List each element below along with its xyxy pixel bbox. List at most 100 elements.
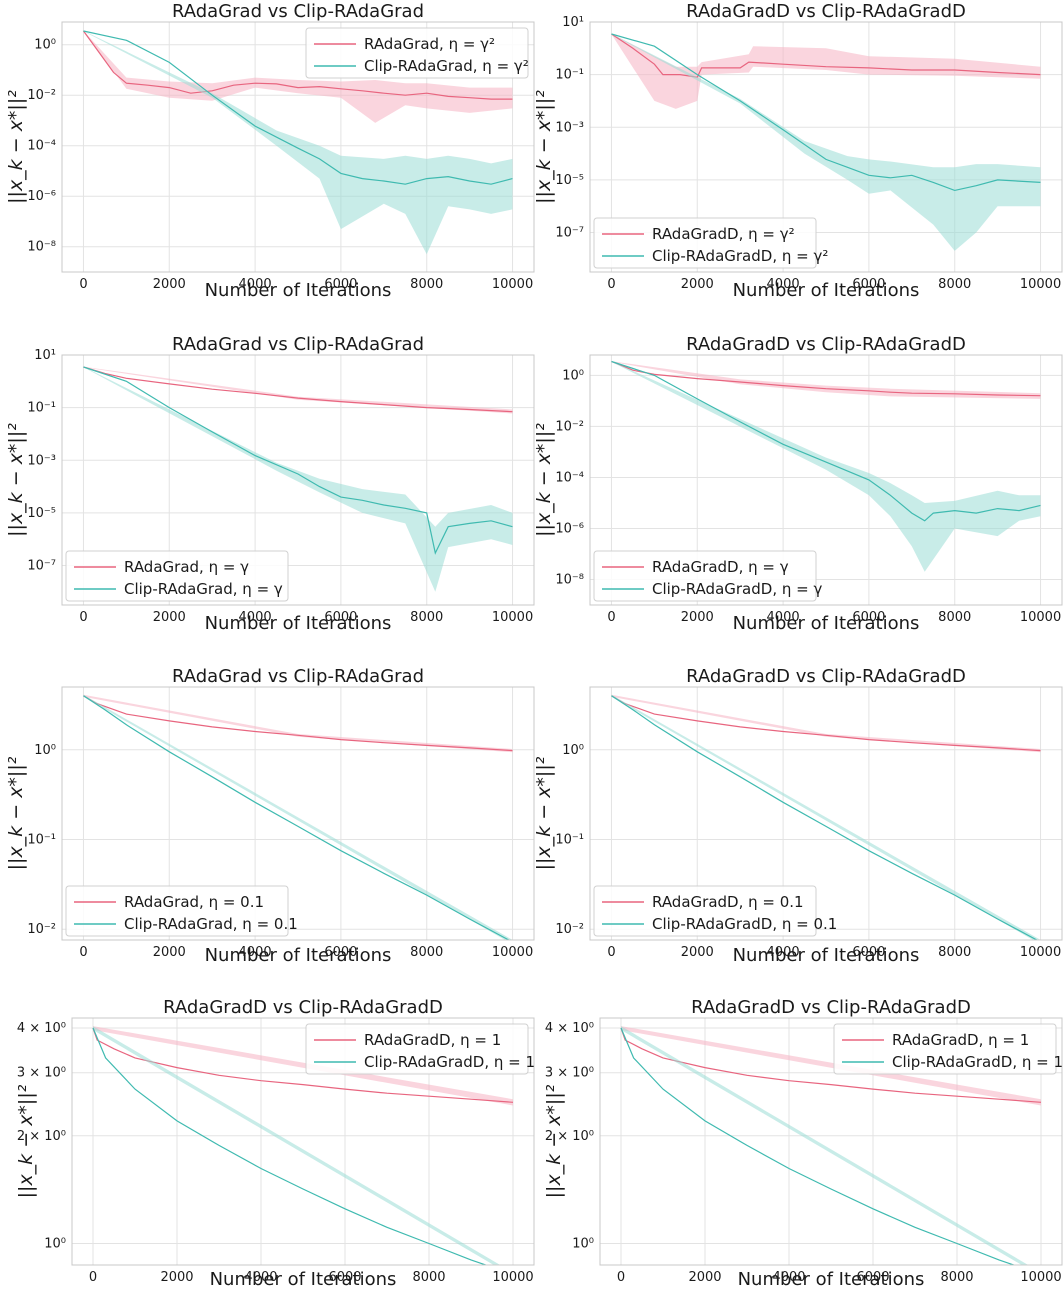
x-tick-label: 6000 [852,945,885,960]
x-tick-label: 6000 [324,277,357,292]
x-tick-label: 8000 [410,945,443,960]
x-axis-label: Number of Iterations [205,613,392,634]
x-tick-label: 4000 [767,610,800,625]
x-tick-label: 8000 [938,945,971,960]
y-tick-label: 10⁻² [27,88,56,103]
band-clip [83,694,513,940]
y-tick-label: 10⁰ [572,1237,594,1252]
x-tick-label: 8000 [940,1270,973,1285]
y-tick-label: 10⁻⁴ [27,139,56,154]
chart-title: RAdaGrad vs Clip-RAdaGrad [172,666,424,687]
legend-label-clip: Clip-RAdaGrad, η = 0.1 [124,915,298,933]
y-axis-label: ||x_k − x*||² [15,1084,37,1198]
x-tick-label: 10000 [1020,610,1061,625]
series-line-radagrad [83,695,513,752]
y-tick-label: 10⁻⁸ [27,240,56,255]
legend-label-radagrad: RAdaGrad, η = 0.1 [124,893,264,911]
plot-frame [589,354,1063,606]
x-tick-label: 8000 [938,610,971,625]
chart-title: RAdaGrad vs Clip-RAdaGrad [172,1,424,22]
y-tick-label: 2 × 10⁰ [17,1129,66,1144]
plot-frame [71,1017,535,1266]
legend-label-clip: Clip-RAdaGrad, η = γ [124,580,283,598]
x-tick-label: 0 [79,610,87,625]
x-axis-label: Number of Iterations [733,613,920,634]
y-tick-label: 10⁻³ [27,453,56,468]
x-tick-label: 2000 [160,1270,193,1285]
x-axis-label: Number of Iterations [733,280,920,301]
y-tick-label: 4 × 10⁰ [545,1021,594,1036]
band-radagrad [611,694,1041,753]
legend: RAdaGradD, η = 1 Clip-RAdaGradD, η = 1 [833,1023,1063,1075]
band-radagrad [621,1026,1041,1106]
x-tick-label: 6000 [324,610,357,625]
x-tick-label: 6000 [328,1270,361,1285]
y-axis-label: ||x_k − x*||² [533,423,555,537]
x-tick-label: 2000 [153,277,186,292]
y-axis-label: ||x_k − x*||² [5,90,27,204]
chart-title: RAdaGradD vs Clip-RAdaGradD [691,997,971,1018]
legend-label-radagrad: RAdaGradD, η = γ² [652,225,795,243]
x-tick-label: 0 [79,277,87,292]
series-line-radagrad [611,360,1041,397]
y-tick-label: 10⁻¹ [27,401,56,416]
series-line-clip [92,1027,488,1265]
legend: RAdaGradD, η = γ² Clip-RAdaGradD, η = γ² [593,217,828,269]
series-line-radagrad [83,30,513,100]
series-line-clip [611,695,1039,940]
y-tick-label: 10¹ [34,348,56,363]
band-radagrad [83,366,513,414]
x-tick-label: 10000 [1020,277,1061,292]
series-line-radagrad [620,1027,1042,1103]
legend-label-radagrad: RAdaGradD, η = 0.1 [652,893,804,911]
y-tick-label: 10⁰ [562,368,584,383]
chart-title: RAdaGradD vs Clip-RAdaGradD [163,997,443,1018]
x-tick-label: 10000 [492,610,533,625]
x-tick-label: 0 [79,945,87,960]
band-radagrad [611,33,1041,109]
series-line-clip [83,366,513,555]
band-clip [83,366,513,592]
y-axis-label: ||x_k − x*||² [543,1084,565,1198]
series-line-clip [611,33,1041,192]
band-clip [611,33,1041,251]
x-tick-label: 10000 [1020,1270,1061,1285]
plot-frame [599,1017,1063,1266]
legend-label-radagrad: RAdaGradD, η = 1 [364,1031,501,1049]
x-tick-label: 4000 [239,277,272,292]
x-tick-label: 2000 [153,945,186,960]
legend: RAdaGradD, η = 0.1 Clip-RAdaGradD, η = 0.… [593,885,837,937]
x-tick-label: 6000 [852,610,885,625]
legend: RAdaGradD, η = 1 Clip-RAdaGradD, η = 1 [305,1023,535,1075]
y-tick-label: 10⁻⁵ [27,506,56,521]
y-tick-label: 10⁻⁶ [555,521,584,536]
y-tick-label: 10⁻² [27,922,56,937]
band-clip [611,361,1041,572]
y-tick-label: 10⁻⁷ [555,226,584,241]
series-line-radagrad [83,366,513,413]
chart-title: RAdaGradD vs Clip-RAdaGradD [686,666,966,687]
legend-label-clip: Clip-RAdaGradD, η = γ [652,580,822,598]
series-line-radagrad [92,1027,514,1103]
y-tick-label: 10¹ [562,15,584,30]
legend-label-clip: Clip-RAdaGrad, η = γ² [364,57,529,75]
legend: RAdaGrad, η = γ² Clip-RAdaGrad, η = γ² [305,27,529,79]
x-tick-label: 2000 [681,277,714,292]
y-tick-label: 10⁻⁵ [555,173,584,188]
legend-label-radagrad: RAdaGrad, η = γ² [364,35,495,53]
legend-label-clip: Clip-RAdaGradD, η = 1 [892,1053,1063,1071]
chart-title: RAdaGradD vs Clip-RAdaGradD [686,1,966,22]
y-axis-label: ||x_k − x*||² [533,756,555,870]
band-radagrad [83,30,513,123]
y-axis-label: ||x_k − x*||² [5,423,27,537]
band-radagrad [83,694,513,753]
y-tick-label: 4 × 10⁰ [17,1021,66,1036]
x-tick-label: 0 [89,1270,97,1285]
x-tick-label: 10000 [492,1270,533,1285]
y-tick-label: 10⁻¹ [27,833,56,848]
y-tick-label: 2 × 10⁰ [545,1129,594,1144]
y-axis-label: ||x_k − x*||² [533,90,555,204]
